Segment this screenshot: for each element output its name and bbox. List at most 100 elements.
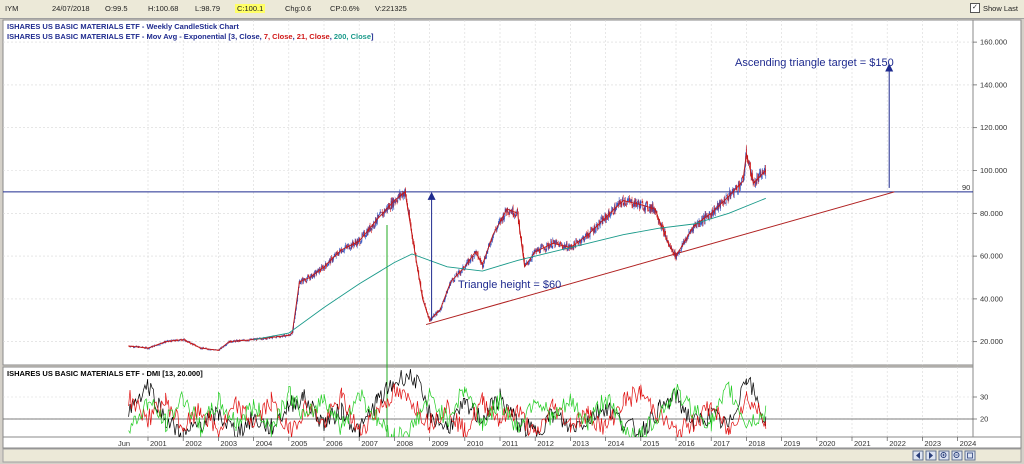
show-last-checkbox[interactable]: ✓ [969,3,980,13]
candle-body [612,207,613,210]
candle-body [610,213,612,215]
candle-body [296,300,298,304]
candle-body [438,311,440,312]
candle-body [747,159,749,164]
x-tick-label-2014: 2014 [608,439,625,448]
candle-body [643,209,644,210]
candle-body [719,201,720,204]
candle-body [285,335,286,337]
candle-body [601,217,602,220]
candle-body [191,343,193,344]
candle-body [533,250,535,255]
candle-body [642,202,644,210]
nav-icons[interactable] [912,450,976,461]
candle-body [326,265,328,267]
candle-body [178,340,180,342]
candle-body [743,172,745,180]
candle-body [390,209,391,210]
candle-body [360,240,362,243]
candle-body [496,227,498,231]
candle-body [476,251,478,252]
candle-body [557,243,559,245]
candle-body [759,171,761,173]
candle-body [724,198,726,204]
candle-body [491,239,493,241]
candle-body [755,182,757,184]
candle-body [649,206,651,212]
y-tick-label-100.000: 100.000 [980,166,1007,175]
candle-body [591,228,592,230]
candle-body [678,252,680,254]
x-tick-label-2012: 2012 [537,439,554,448]
candle-body [534,250,536,253]
info-bar: IYM 24/07/2018 O:99.5 H:100.68 L:98.79 C… [0,0,1024,19]
candle-body [629,200,631,203]
candle-body [335,252,337,257]
candle-body [482,265,484,268]
candle-body [377,214,379,217]
candle-body [746,148,747,156]
candle-body [539,252,541,253]
candle-body [620,203,622,206]
candle-body [645,202,647,204]
candle-body [443,300,445,302]
candle-body [700,222,702,224]
candle-body [608,211,610,215]
candle-body [421,290,423,296]
candle-body [362,234,363,236]
show-last-toggle[interactable]: ✓ Show Last [969,3,1018,13]
candle-body [165,341,167,343]
candle-body [725,203,726,204]
x-tick-label-2020: 2020 [819,439,836,448]
scroll-left-icon[interactable] [912,450,924,461]
candle-body [429,320,430,322]
close-label: C:100.1 [235,4,266,13]
candle-body [582,236,584,238]
candle-body [306,278,308,282]
candle-body [162,343,164,344]
candle-body [759,172,760,175]
candle-body [400,193,401,197]
candle-body [403,193,405,197]
candle-body [657,217,658,220]
zoom-fit-icon[interactable] [964,450,976,461]
candle-body [424,303,425,304]
candle-body [572,247,574,249]
x-tick-label-2015: 2015 [643,439,660,448]
candle-body [301,278,303,280]
candle-body [396,201,398,202]
candle-body [464,269,466,270]
price-layer: 90 [3,63,973,437]
candle-body [578,242,579,245]
candle-body [399,193,401,198]
zoom-in-icon[interactable] [938,450,950,461]
zoom-out-icon[interactable] [951,450,963,461]
candle-body [360,242,361,244]
subtitle-part-1: , [260,32,264,41]
candle-body [727,198,729,201]
scroll-strip[interactable] [2,448,1022,463]
candle-body [513,215,515,216]
candle-body [226,344,227,346]
candle-body [354,241,356,244]
candle-body [265,338,267,340]
candle-body [600,219,602,224]
candle-body [453,280,455,282]
y-tick-label-140.000: 140.000 [980,80,1007,89]
candle-body [699,221,700,225]
candle-body [441,307,442,310]
candle-body [337,254,339,256]
scroll-right-icon[interactable] [925,450,937,461]
candle-body [632,206,633,207]
open-label: O:99.5 [105,4,128,13]
candle-body [348,244,349,246]
candle-body [651,205,652,210]
candle-body [323,266,324,270]
candle-body [184,339,185,340]
high-label: H:100.68 [148,4,179,13]
price-grid [3,20,973,365]
candle-body [320,270,322,272]
candle-body [367,228,369,235]
candle-body [538,248,540,253]
candle-body [722,202,724,204]
